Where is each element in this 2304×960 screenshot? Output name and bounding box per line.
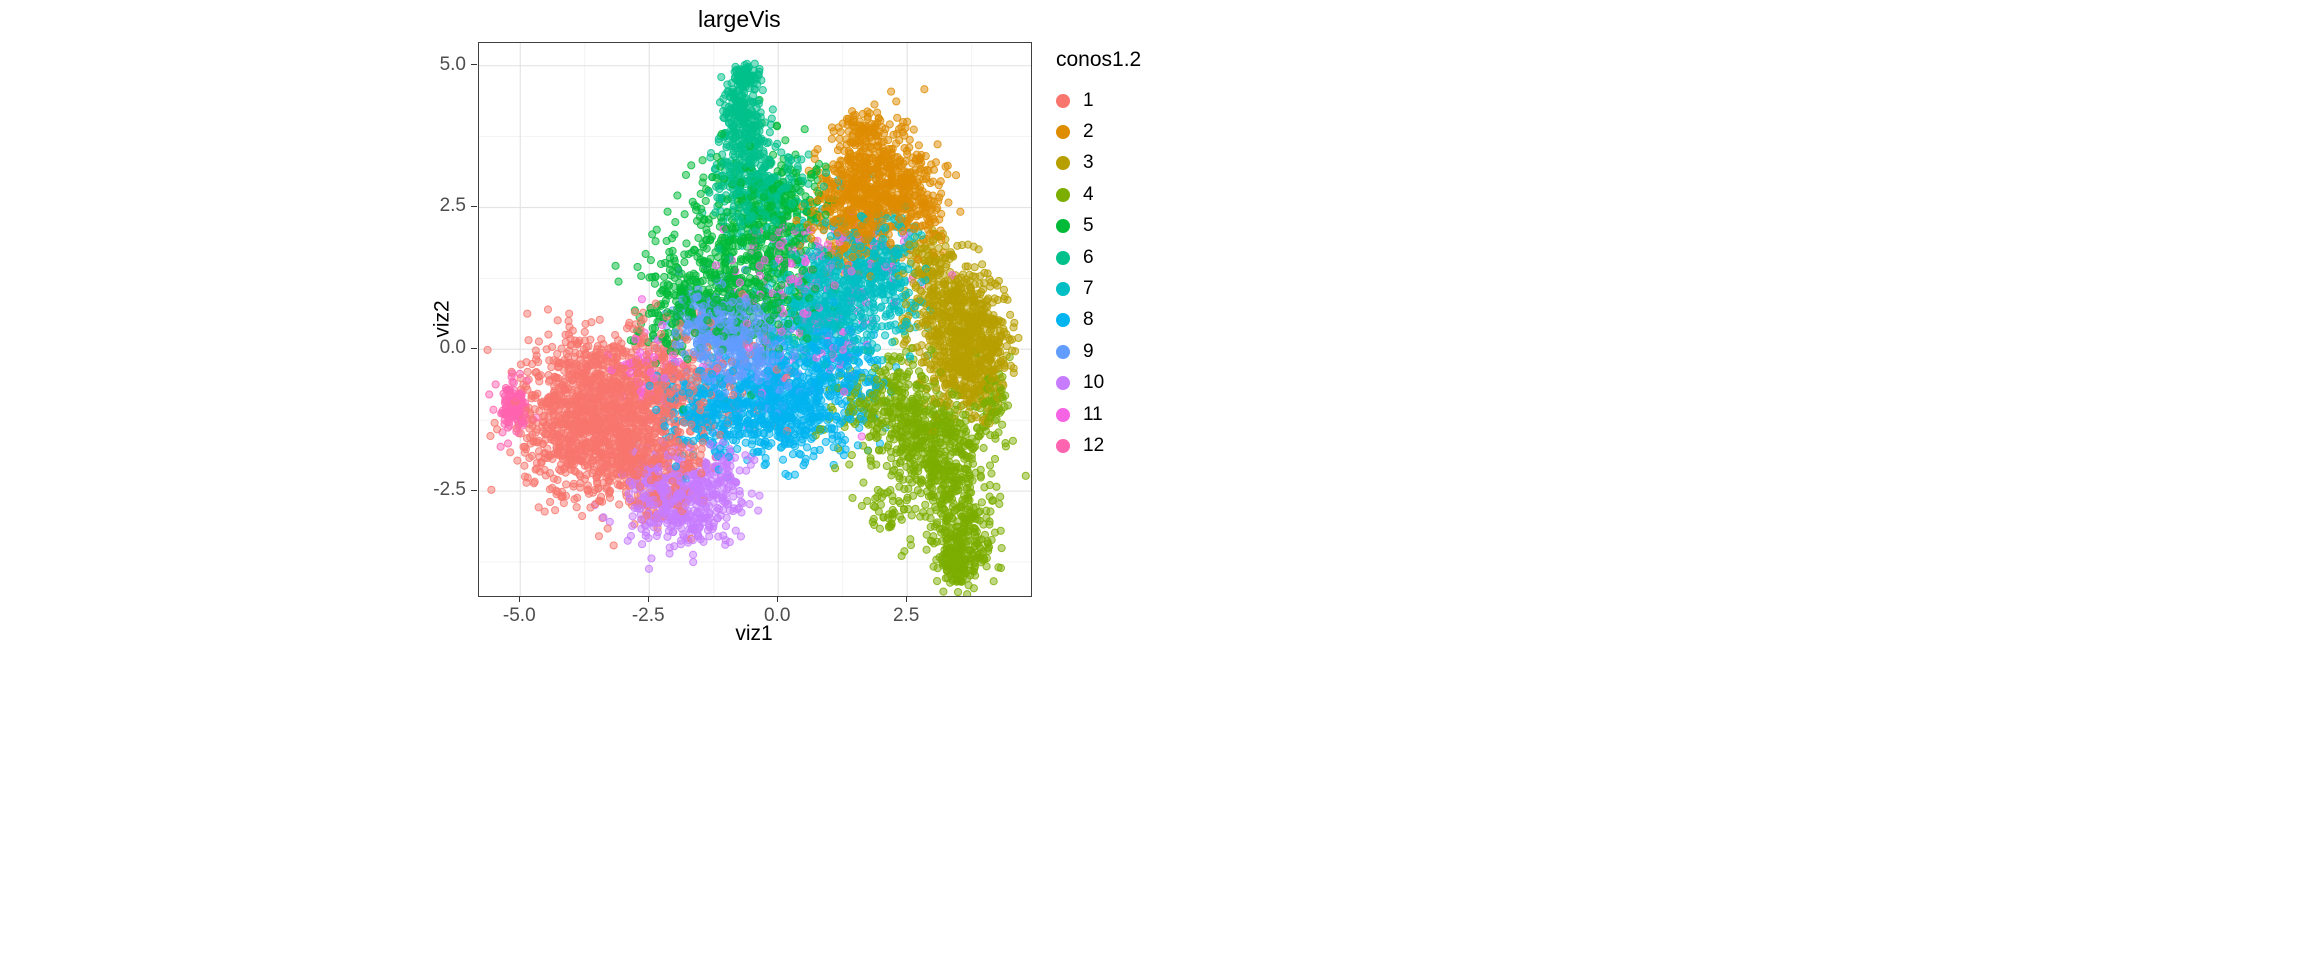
legend-item: 8 xyxy=(1056,305,1141,336)
legend-item: 4 xyxy=(1056,179,1141,210)
legend-item: 12 xyxy=(1056,430,1141,461)
legend-swatch xyxy=(1056,93,1070,108)
legend-swatch xyxy=(1056,313,1070,328)
legend-item: 10 xyxy=(1056,368,1141,399)
legend-item: 7 xyxy=(1056,273,1141,304)
legend-label: 1 xyxy=(1083,89,1094,111)
legend-label: 8 xyxy=(1083,309,1094,331)
legend-label: 3 xyxy=(1083,152,1094,174)
legend-label: 12 xyxy=(1083,434,1105,456)
legend-swatch xyxy=(1056,219,1070,234)
y-tick-label: 2.5 xyxy=(439,195,466,217)
legend-item: 6 xyxy=(1056,242,1141,273)
plot-panel xyxy=(478,42,1032,597)
x-tick-label: 0.0 xyxy=(763,605,791,626)
legend-item: 2 xyxy=(1056,116,1141,147)
legend-swatch xyxy=(1056,187,1070,202)
x-tick-mark xyxy=(905,596,907,602)
legend-label: 11 xyxy=(1083,403,1103,425)
legend: conos1.2 1 2 3 4 5 6 7 8 9 10 11 12 xyxy=(1056,48,1141,462)
x-tick-mark xyxy=(647,596,649,602)
legend-swatch xyxy=(1056,125,1070,140)
x-tick-label: 2.5 xyxy=(892,605,920,626)
legend-label: 6 xyxy=(1083,246,1094,268)
scatter-canvas xyxy=(479,43,1031,596)
legend-label: 7 xyxy=(1083,278,1094,300)
x-axis-title: viz1 xyxy=(735,622,773,645)
legend-label: 4 xyxy=(1083,183,1094,205)
legend-item: 9 xyxy=(1056,336,1141,367)
legend-swatch xyxy=(1056,156,1070,171)
legend-label: 2 xyxy=(1083,121,1094,143)
legend-label: 5 xyxy=(1083,215,1094,237)
x-tick-label: -2.5 xyxy=(631,605,665,626)
legend-label: 9 xyxy=(1083,340,1094,362)
y-axis-title: viz2 xyxy=(430,42,456,595)
x-tick-mark xyxy=(776,596,778,602)
legend-label: 10 xyxy=(1083,372,1105,394)
legend-items: 1 2 3 4 5 6 7 8 9 10 11 12 xyxy=(1056,85,1141,462)
y-tick-mark xyxy=(471,64,477,66)
legend-swatch xyxy=(1056,344,1070,359)
legend-item: 1 xyxy=(1056,85,1141,116)
y-tick-label: 5.0 xyxy=(439,53,466,75)
y-tick-label: -2.5 xyxy=(433,479,466,501)
x-tick-label: -5.0 xyxy=(502,605,536,626)
legend-swatch xyxy=(1056,282,1070,297)
legend-swatch xyxy=(1056,376,1070,391)
y-axis-title-text: viz2 xyxy=(431,299,455,338)
x-tick-mark xyxy=(518,596,520,602)
y-tick-mark xyxy=(471,347,477,349)
legend-item: 5 xyxy=(1056,211,1141,242)
legend-swatch xyxy=(1056,407,1070,422)
y-tick-label: 0.0 xyxy=(439,337,466,359)
y-tick-mark xyxy=(471,489,477,491)
chart-title: largeVis xyxy=(698,6,781,32)
legend-item: 3 xyxy=(1056,148,1141,179)
legend-swatch xyxy=(1056,438,1070,453)
legend-swatch xyxy=(1056,250,1070,265)
legend-item: 11 xyxy=(1056,399,1141,430)
y-tick-mark xyxy=(471,205,477,207)
legend-title: conos1.2 xyxy=(1056,48,1142,71)
